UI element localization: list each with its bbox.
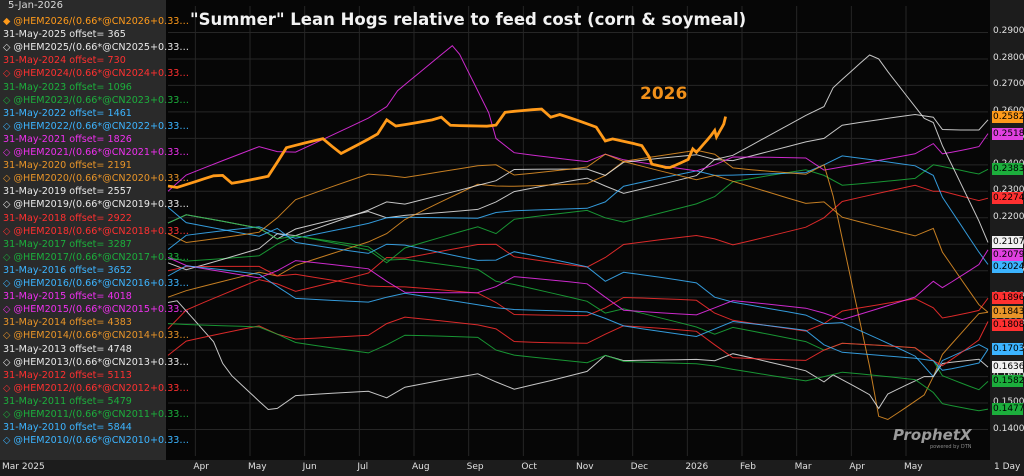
series-line-hem2011 — [167, 323, 989, 412]
series-line-hem2018 — [167, 265, 989, 332]
x-tick-label: Mar — [794, 462, 812, 472]
value-tag: 0.1582 — [992, 375, 1024, 388]
x-tick-label: Oct — [521, 462, 537, 472]
legend-item[interactable]: 31-May-2016 offset= 3652 — [3, 264, 132, 276]
value-tag: 0.1808 — [992, 318, 1024, 331]
value-tag: 0.1477 — [992, 403, 1024, 416]
value-tag: 0.2582 — [992, 110, 1024, 123]
y-tick-label: 0.2700 — [993, 79, 1024, 90]
legend-item[interactable]: ◇ @HEM2019/(0.66*@CN2019+0.33… — [3, 199, 190, 211]
highlight-label: 2026 — [640, 84, 688, 104]
legend-item[interactable]: 31-May-2021 offset= 1826 — [3, 133, 132, 145]
y-axis[interactable]: 0.29000.28000.27000.26000.25000.24000.23… — [990, 0, 1024, 460]
prophetx-watermark: ProphetX — [893, 426, 972, 444]
value-tag: 0.1843 — [992, 306, 1024, 319]
legend-item[interactable]: 31-May-2025 offset= 365 — [3, 29, 126, 41]
value-tag: 0.2024 — [992, 261, 1024, 274]
series-line-hem2022 — [167, 155, 989, 265]
value-tag: 0.2274 — [992, 192, 1024, 205]
legend-item[interactable]: ◇ @HEM2011/(0.66*@CN2011+0.33… — [3, 409, 190, 420]
y-tick-label: 0.2800 — [993, 52, 1024, 63]
x-tick-label: Apr — [849, 462, 865, 472]
series-line-hem2016 — [167, 206, 989, 378]
legend-item[interactable]: ◇ @HEM2025/(0.66*@CN2025+0.33… — [3, 42, 190, 54]
series-line-hem2019 — [167, 54, 989, 271]
series-line-hem2026 — [167, 107, 727, 189]
legend-item[interactable]: ◇ @HEM2010/(0.66*@CN2010+0.33… — [3, 435, 190, 447]
x-axis[interactable]: Mar 2025 Apr May Jun Jul Aug Sep Oct Nov Dec 2026 F… — [0, 460, 1024, 476]
value-tag: 0.2107 — [992, 236, 1024, 249]
x-tick-label: Jul — [357, 462, 369, 472]
legend-item[interactable]: 31-May-2024 offset= 730 — [3, 55, 126, 67]
watermark-subtext: powered by DTN — [930, 444, 972, 450]
y-tick-label: 0.2200 — [993, 211, 1024, 222]
value-tag: 0.1703 — [992, 343, 1024, 356]
legend-item[interactable]: ◇ @HEM2016/(0.66*@CN2016+0.33… — [3, 278, 190, 289]
value-tag: 0.2383 — [992, 163, 1024, 176]
value-tag: 0.1896 — [992, 292, 1024, 305]
legend-item[interactable]: ◇ @HEM2014/(0.66*@CN2014+0.33… — [3, 330, 190, 342]
legend-item[interactable]: ◇ @HEM2022/(0.66*@CN2022+0.33… — [3, 120, 190, 132]
y-tick-label: 0.1400 — [993, 423, 1024, 434]
y-tick-label: 0.1500 — [993, 397, 1024, 408]
x-tick-label: 1 Day — [994, 462, 1021, 472]
series-lines — [167, 45, 989, 421]
legend-item[interactable]: 31-May-2023 offset= 1096 — [3, 81, 132, 93]
x-tick-label: Sep — [466, 462, 484, 472]
legend-item[interactable]: 31-May-2015 offset= 4018 — [3, 291, 132, 303]
y-tick-label: 0.2300 — [993, 185, 1024, 196]
value-tag: 0.1636 — [992, 361, 1024, 374]
x-tick-label: May — [248, 462, 267, 472]
x-tick-label: May — [904, 462, 923, 472]
legend-item[interactable]: ◇ @HEM2015/(0.66*@CN2015+0.33… — [3, 304, 190, 316]
series-line-hem2014 — [167, 153, 989, 313]
legend-item[interactable]: 31-May-2022 offset= 1461 — [3, 107, 132, 119]
series-line-hem2012 — [167, 316, 989, 367]
series-line-hem2020 — [167, 149, 989, 421]
legend-item[interactable]: 31-May-2014 offset= 4383 — [3, 317, 132, 329]
y-tick-label: 0.2900 — [993, 26, 1024, 37]
legend-item[interactable]: ◆ @HEM2026/(0.66*@CN2026+0.33… — [3, 16, 190, 27]
legend-item[interactable]: 31-May-2020 offset= 2191 — [3, 160, 132, 172]
legend-panel: 5-Jan-2026 ◆ @HEM2026/(0.66*@CN2026+0.33… — [0, 0, 189, 460]
legend-item[interactable]: ◇ @HEM2024/(0.66*@CN2024+0.33… — [3, 68, 190, 80]
x-tick-label: Apr — [193, 462, 209, 472]
series-line-hem2021 — [167, 45, 989, 192]
x-tick-label: Jun — [302, 462, 317, 472]
series-line-hem2025 — [167, 113, 989, 240]
x-tick-label: Nov — [576, 462, 594, 472]
legend-item[interactable]: ◇ @HEM2023/(0.66*@CN2023+0.33… — [3, 94, 190, 106]
legend-item[interactable]: 31-May-2011 offset= 5479 — [3, 395, 132, 407]
legend-item[interactable]: 31-May-2010 offset= 5844 — [3, 422, 132, 434]
legend-item[interactable]: ◇ @HEM2013/(0.66*@CN2013+0.33… — [3, 356, 190, 368]
x-tick-label: Mar 2025 — [2, 462, 45, 472]
legend-item[interactable]: ◇ @HEM2012/(0.66*@CN2012+0.33… — [3, 382, 190, 394]
legend-item[interactable]: 31-May-2017 offset= 3287 — [3, 238, 132, 250]
series-line-hem2015 — [167, 249, 989, 321]
grid-lines — [168, 6, 988, 456]
legend-item[interactable]: 31-May-2013 offset= 4748 — [3, 343, 132, 355]
legend-item[interactable]: ◇ @HEM2020/(0.66*@CN2020+0.33… — [3, 173, 190, 185]
x-tick-label: Dec — [630, 462, 649, 472]
value-tag: 0.2079 — [992, 248, 1024, 261]
x-tick-label: Aug — [412, 462, 430, 472]
series-line-hem2010 — [167, 265, 989, 371]
legend-item[interactable]: ◇ @HEM2018/(0.66*@CN2018+0.33… — [3, 225, 190, 237]
series-line-hem2024 — [167, 184, 989, 330]
legend-item[interactable]: ◇ @HEM2017/(0.66*@CN2017+0.33… — [3, 251, 190, 263]
legend-item[interactable]: ◇ @HEM2021/(0.66*@CN2021+0.33… — [3, 147, 190, 158]
x-tick-label: Feb — [740, 462, 756, 472]
legend-item[interactable]: 31-May-2018 offset= 2922 — [3, 212, 132, 224]
legend-item[interactable]: 31-May-2012 offset= 5113 — [3, 369, 132, 381]
chart-title: "Summer" Lean Hogs relative to feed cost… — [190, 10, 747, 29]
date-label: 5-Jan-2026 — [8, 0, 63, 11]
x-tick-label: 2026 — [685, 462, 709, 472]
legend-item[interactable]: 31-May-2019 offset= 2557 — [3, 186, 132, 198]
value-tag: 0.2518 — [992, 127, 1024, 140]
